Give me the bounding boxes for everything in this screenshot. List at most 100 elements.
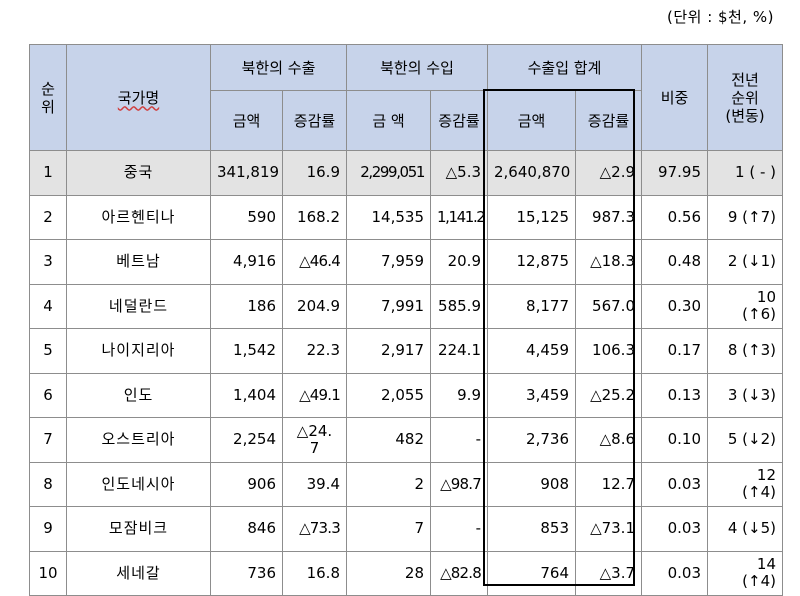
export-header: 북한의 수출 <box>210 44 347 91</box>
total-amount-cell: 853 <box>487 506 576 552</box>
import-growth-cell: 1,141.2 <box>430 194 488 240</box>
total-growth-cell: △18.3 <box>575 239 642 285</box>
share-cell: 0.30 <box>641 283 708 329</box>
export-amount-cell: 736 <box>210 550 283 596</box>
export-amount-cell: 2,254 <box>210 417 283 463</box>
country-cell: 오스트리아 <box>66 417 211 463</box>
export-growth-cell: △46.4 <box>282 239 347 285</box>
rank-cell: 8 <box>29 461 67 507</box>
country-cell: 중국 <box>66 150 211 196</box>
total-growth-cell: △3.7 <box>575 550 642 596</box>
export-growth-cell: 16.9 <box>282 150 347 196</box>
import-growth-cell: 224.1 <box>430 328 488 374</box>
total-growth-header: 증감률 <box>575 90 642 151</box>
import-amount-cell: 2 <box>346 461 431 507</box>
total-growth-cell: 567.0 <box>575 283 642 329</box>
country-cell: 네덜란드 <box>66 283 211 329</box>
export-amount-cell: 1,404 <box>210 372 283 418</box>
import-growth-header: 증감률 <box>430 90 488 151</box>
table-row: 8 인도네시아 906 39.4 2 △98.7 908 12.7 0.03 1… <box>29 461 783 507</box>
share-cell: 0.03 <box>641 506 708 552</box>
country-cell: 아르헨티나 <box>66 194 211 240</box>
import-amount-cell: 28 <box>346 550 431 596</box>
import-amount-header: 금 액 <box>346 90 431 151</box>
table-row: 1 중국 341,819 16.9 2,299,051 △5.3 2,640,8… <box>29 150 783 196</box>
total-amount-cell: 8,177 <box>487 283 576 329</box>
country-cell: 나이지리아 <box>66 328 211 374</box>
import-amount-cell: 14,535 <box>346 194 431 240</box>
import-amount-cell: 2,299,051 <box>346 150 431 196</box>
prev-rank-cell: 2 (↓1) <box>707 239 783 285</box>
table-row: 6 인도 1,404 △49.1 2,055 9.9 3,459 △25.2 0… <box>29 372 783 418</box>
rank-cell: 1 <box>29 150 67 196</box>
total-amount-cell: 764 <box>487 550 576 596</box>
trade-table: 순위 국가명 북한의 수출 북한의 수입 수출입 합계 비중 전년 순위 (변동… <box>29 44 783 596</box>
rank-cell: 5 <box>29 328 67 374</box>
export-growth-cell: △73.3 <box>282 506 347 552</box>
prev-rank-cell: 9 (↑7) <box>707 194 783 240</box>
export-growth-cell: △24. 7 <box>282 417 347 463</box>
prev-rank-cell: 10 (↑6) <box>707 283 783 329</box>
country-cell: 세네갈 <box>66 550 211 596</box>
export-growth-header: 증감률 <box>282 90 347 151</box>
table-row: 5 나이지리아 1,542 22.3 2,917 224.1 4,459 106… <box>29 328 783 374</box>
total-growth-cell: 987.3 <box>575 194 642 240</box>
export-amount-cell: 1,542 <box>210 328 283 374</box>
table-row: 10 세네갈 736 16.8 28 △82.8 764 △3.7 0.03 1… <box>29 550 783 596</box>
table-row: 4 네덜란드 186 204.9 7,991 585.9 8,177 567.0… <box>29 283 783 329</box>
rank-cell: 7 <box>29 417 67 463</box>
export-amount-cell: 906 <box>210 461 283 507</box>
export-amount-cell: 341,819 <box>210 150 283 196</box>
country-cell: 인도 <box>66 372 211 418</box>
rank-cell: 3 <box>29 239 67 285</box>
prev-rank-cell: 3 (↓3) <box>707 372 783 418</box>
rank-cell: 10 <box>29 550 67 596</box>
export-growth-cell: 22.3 <box>282 328 347 374</box>
export-amount-header: 금액 <box>210 90 283 151</box>
share-cell: 0.56 <box>641 194 708 240</box>
unit-note: (단위 : $천, %) <box>666 8 774 26</box>
export-amount-cell: 186 <box>210 283 283 329</box>
table-row: 9 모잠비크 846 △73.3 7 - 853 △73.1 0.03 4 (↓… <box>29 506 783 552</box>
prev-rank-header: 전년 순위 (변동) <box>707 44 783 151</box>
country-cell: 인도네시아 <box>66 461 211 507</box>
share-cell: 0.48 <box>641 239 708 285</box>
export-amount-cell: 846 <box>210 506 283 552</box>
share-cell: 97.95 <box>641 150 708 196</box>
import-growth-cell: - <box>430 417 488 463</box>
prev-rank-cell: 4 (↓5) <box>707 506 783 552</box>
export-amount-cell: 4,916 <box>210 239 283 285</box>
rank-header: 순위 <box>29 44 67 151</box>
total-amount-cell: 908 <box>487 461 576 507</box>
export-growth-cell: 204.9 <box>282 283 347 329</box>
total-amount-cell: 12,875 <box>487 239 576 285</box>
import-growth-cell: 9.9 <box>430 372 488 418</box>
country-cell: 모잠비크 <box>66 506 211 552</box>
prev-rank-cell: 8 (↑3) <box>707 328 783 374</box>
import-amount-cell: 2,055 <box>346 372 431 418</box>
share-cell: 0.03 <box>641 550 708 596</box>
rank-cell: 6 <box>29 372 67 418</box>
table-row: 3 베트남 4,916 △46.4 7,959 20.9 12,875 △18.… <box>29 239 783 285</box>
prev-rank-cell: 5 (↓2) <box>707 417 783 463</box>
import-amount-cell: 7,991 <box>346 283 431 329</box>
import-amount-cell: 2,917 <box>346 328 431 374</box>
import-growth-cell: - <box>430 506 488 552</box>
export-growth-cell: 16.8 <box>282 550 347 596</box>
total-amount-cell: 3,459 <box>487 372 576 418</box>
table-row: 2 아르헨티나 590 168.2 14,535 1,141.2 15,125 … <box>29 194 783 240</box>
share-header: 비중 <box>641 44 708 151</box>
export-growth-cell: 168.2 <box>282 194 347 240</box>
table-row: 7 오스트리아 2,254 △24. 7 482 - 2,736 △8.6 0.… <box>29 417 783 463</box>
country-header: 국가명 <box>66 44 211 151</box>
total-amount-cell: 15,125 <box>487 194 576 240</box>
import-growth-cell: 585.9 <box>430 283 488 329</box>
import-amount-cell: 7,959 <box>346 239 431 285</box>
export-growth-cell: △49.1 <box>282 372 347 418</box>
rank-cell: 2 <box>29 194 67 240</box>
total-growth-cell: △2.9 <box>575 150 642 196</box>
prev-rank-cell: 1 ( - ) <box>707 150 783 196</box>
total-growth-cell: △25.2 <box>575 372 642 418</box>
import-growth-cell: △5.3 <box>430 150 488 196</box>
import-amount-cell: 7 <box>346 506 431 552</box>
